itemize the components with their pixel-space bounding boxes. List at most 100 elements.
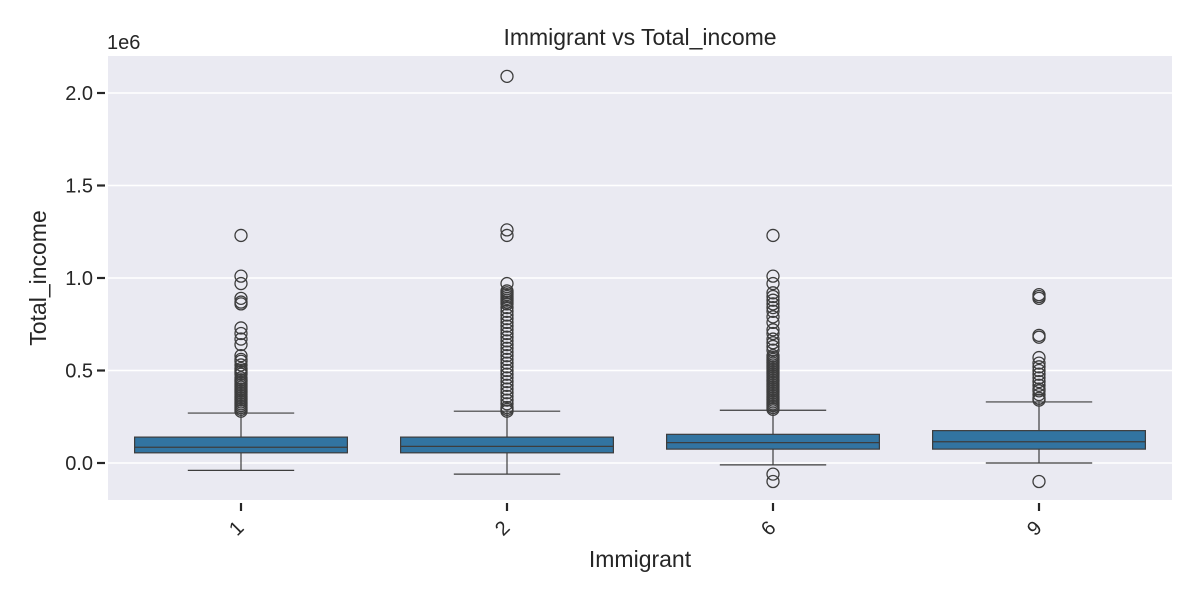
outlier-point xyxy=(500,228,514,243)
box-series xyxy=(134,69,1146,489)
y-tick-label: 0.0 xyxy=(65,453,93,475)
box-iqr xyxy=(665,433,880,450)
outlier-point xyxy=(500,69,514,83)
outlier-point xyxy=(766,286,780,300)
outlier-point xyxy=(500,386,514,400)
x-axis-ticks: 1 2 6 9 xyxy=(225,503,1046,540)
outlier-point xyxy=(234,354,248,368)
outlier-point xyxy=(1032,474,1046,489)
outlier-point xyxy=(766,310,780,324)
outlier-point xyxy=(1032,387,1046,402)
outlier-point xyxy=(766,293,780,307)
box-iqr xyxy=(400,436,615,454)
outlier-point xyxy=(1032,350,1046,365)
outlier-point xyxy=(500,374,514,389)
outlier-point xyxy=(500,363,514,378)
x-axis-title: Immigrant xyxy=(589,546,692,572)
outlier-point xyxy=(1032,378,1046,392)
box-group-1 xyxy=(134,228,349,471)
outlier-point xyxy=(500,349,514,363)
outlier-point xyxy=(500,276,514,291)
outlier-point xyxy=(1032,393,1046,407)
outlier-point xyxy=(500,360,514,374)
y-tick-label: 1.0 xyxy=(65,268,93,290)
outlier-point xyxy=(766,323,780,337)
outlier-point xyxy=(234,291,248,306)
outlier-point xyxy=(500,356,514,370)
outlier-point xyxy=(500,404,514,418)
x-tick-label: 6 xyxy=(757,517,780,540)
outlier-point xyxy=(500,352,514,367)
x-tick-label: 2 xyxy=(491,517,514,540)
outlier-point xyxy=(766,336,780,350)
outlier-point xyxy=(234,367,248,381)
outlier-point xyxy=(766,300,780,315)
outlier-point xyxy=(500,315,514,330)
outlier-point xyxy=(500,341,514,355)
box-group-2 xyxy=(400,69,615,475)
outlier-point xyxy=(500,367,514,381)
outlier-point xyxy=(766,339,780,354)
outlier-point xyxy=(234,276,248,291)
outlier-point xyxy=(1032,371,1046,385)
outlier-point xyxy=(766,304,780,318)
x-tick-label: 9 xyxy=(1023,517,1046,540)
outlier-point xyxy=(766,402,780,417)
outlier-point xyxy=(500,304,514,318)
outlier-point xyxy=(500,297,514,311)
outlier-point xyxy=(234,228,248,243)
outlier-point xyxy=(766,276,780,291)
y-tick-label: 2.0 xyxy=(65,83,93,105)
outlier-point xyxy=(500,378,514,392)
y-tick-label: 1.5 xyxy=(65,176,93,198)
outlier-point xyxy=(766,467,780,481)
outlier-point xyxy=(500,300,514,315)
outlier-point xyxy=(500,308,514,322)
outlier-point xyxy=(500,312,514,326)
outlier-point xyxy=(500,337,514,352)
box-group-9 xyxy=(931,287,1146,489)
outlier-point xyxy=(1032,291,1046,306)
x-tick-label: 1 xyxy=(225,517,248,540)
outlier-point xyxy=(1032,356,1046,370)
outlier-point xyxy=(500,319,514,333)
outlier-point xyxy=(234,332,248,346)
outlier-point xyxy=(1032,360,1046,374)
outlier-point xyxy=(1032,363,1046,378)
outlier-point xyxy=(234,358,248,372)
box-iqr xyxy=(134,436,349,454)
outlier-point xyxy=(500,393,514,407)
outlier-point xyxy=(1032,384,1046,398)
outlier-point xyxy=(234,297,248,311)
outlier-point xyxy=(500,382,514,396)
outlier-point xyxy=(766,343,780,357)
outlier-point xyxy=(500,345,514,359)
outlier-point xyxy=(234,404,248,418)
outlier-point xyxy=(500,334,514,348)
outlier-point xyxy=(500,223,514,237)
outlier-point xyxy=(766,269,780,283)
outlier-point xyxy=(234,337,248,352)
box-group-6 xyxy=(665,228,880,489)
y-tick-label: 0.5 xyxy=(65,361,93,383)
chart-title: Immigrant vs Total_income xyxy=(503,24,776,50)
outlier-point xyxy=(766,315,780,330)
outlier-point xyxy=(766,289,780,304)
outlier-point xyxy=(766,332,780,346)
outlier-point xyxy=(766,474,780,489)
outlier-point xyxy=(500,330,514,344)
outlier-point xyxy=(766,326,780,341)
outlier-point xyxy=(1032,374,1046,389)
outlier-point xyxy=(234,321,248,335)
box-iqr xyxy=(931,430,1146,450)
outlier-point xyxy=(1032,330,1046,344)
outlier-point xyxy=(234,326,248,341)
outlier-point xyxy=(500,323,514,337)
y-axis-title: Total_income xyxy=(25,210,51,346)
outlier-point xyxy=(500,397,514,411)
outlier-point xyxy=(766,297,780,311)
outlier-point xyxy=(500,389,514,404)
outlier-point xyxy=(1032,367,1046,381)
outlier-point xyxy=(500,371,514,385)
